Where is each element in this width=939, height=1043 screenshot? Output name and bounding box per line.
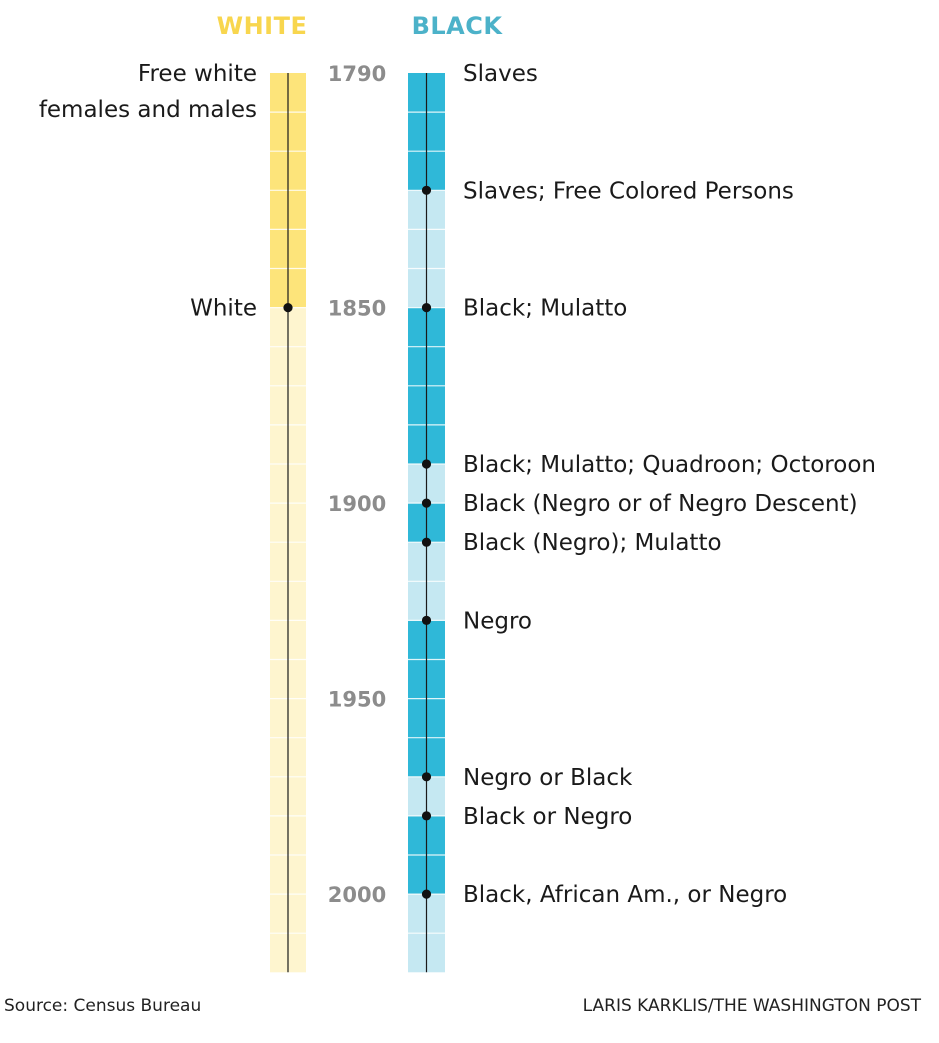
black-term-label: Black or Negro: [463, 804, 632, 830]
year-tick-label: 1790: [328, 62, 386, 86]
black-term-label: Slaves: [463, 61, 538, 87]
black-change-dot: [421, 811, 432, 821]
black-column-header: BLACK: [412, 12, 504, 40]
black-change-dot: [421, 615, 432, 626]
white-term-label: females and males: [39, 97, 257, 123]
black-term-label: Black (Negro or of Negro Descent): [463, 491, 858, 517]
census-race-terms-chart: WHITE BLACK Free white females and males W…: [39, 12, 876, 973]
black-change-dot: [421, 889, 432, 899]
year-axis: 1790 1850 1900 1950 2000: [328, 62, 386, 907]
white-column: Free white females and males White: [39, 61, 306, 973]
year-tick-label: 1850: [328, 297, 386, 321]
year-tick-label: 2000: [328, 883, 386, 907]
white-column-header: WHITE: [217, 12, 308, 40]
black-column: Slaves Slaves; Free Colored Persons Black;…: [408, 61, 876, 973]
black-change-dot: [421, 459, 432, 469]
black-term-label: Negro: [463, 608, 532, 634]
white-term-label: White: [190, 296, 257, 322]
black-term-label: Black; Mulatto: [463, 296, 627, 322]
white-term-label: Free white: [138, 61, 257, 87]
year-tick-label: 1950: [328, 688, 386, 712]
credit-line: LARIS KARKLIS/THE WASHINGTON POST: [582, 996, 921, 1016]
source-note: Source: Census Bureau: [4, 996, 202, 1016]
black-term-label: Slaves; Free Colored Persons: [463, 178, 794, 204]
black-term-label: Black (Negro); Mulatto: [463, 530, 722, 556]
black-change-dot: [421, 772, 432, 782]
black-term-label: Black; Mulatto; Quadroon; Octoroon: [463, 452, 876, 478]
black-change-dot: [421, 498, 432, 508]
black-term-label: Black, African Am., or Negro: [463, 882, 787, 908]
black-term-label: Negro or Black: [463, 765, 633, 791]
black-change-dot: [421, 537, 432, 547]
white-change-dot: [283, 303, 293, 313]
black-change-dot: [421, 185, 432, 195]
year-tick-label: 1900: [328, 492, 386, 516]
black-change-dot: [421, 303, 432, 313]
